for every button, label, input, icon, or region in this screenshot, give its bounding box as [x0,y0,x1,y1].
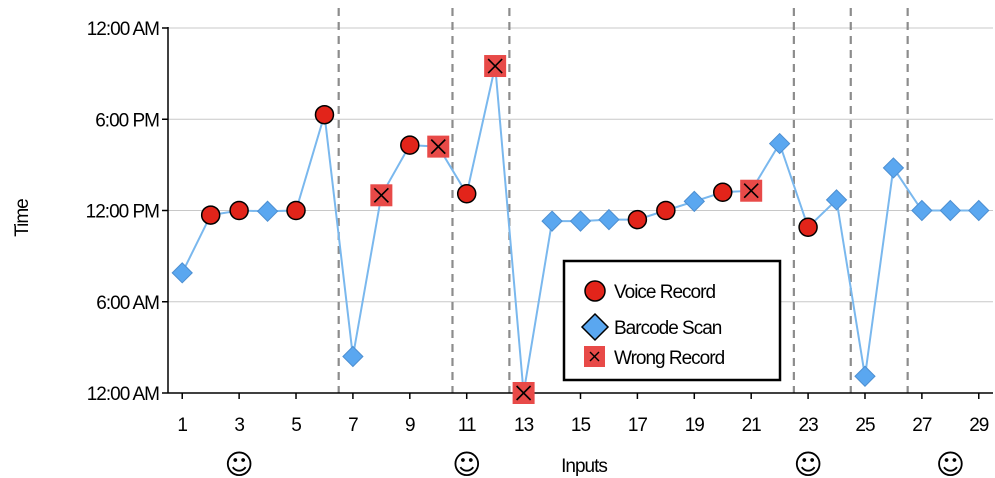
voice-record-point [314,104,335,125]
voice-record-point [798,217,818,237]
smiley-icon: ☺ [793,448,822,478]
barcode-scan-point [541,210,563,232]
y-tick-label: 12:00 PM [86,202,159,223]
x-tick-label: 23 [799,415,819,436]
x-tick-label: 19 [685,415,705,436]
wrong-record-point [484,55,507,78]
y-axis-title: Time [12,199,33,237]
marker-layer [171,55,990,404]
y-tick-label: 12:00 AM [87,384,159,405]
wrong-record-point [740,179,763,202]
x-tick-label: 7 [348,415,358,436]
wrong-record-cross [487,58,503,74]
legend-voice-label: Voice Record [614,282,715,303]
barcode-scan-point [882,157,905,179]
voice-record-point [229,200,249,221]
barcode-scan-point [911,199,933,222]
barcode-scan-point [968,199,990,222]
legend-voice-marker [584,280,606,302]
barcode-scan-point [598,208,620,231]
legend-wrong-marker [584,346,605,367]
wrong-record-cross [516,385,532,401]
barcode-scan-point [256,200,279,222]
x-tick-label: 1 [177,415,187,436]
x-tick-label: 15 [571,415,591,436]
barcode-scan-point [683,190,706,213]
wrong-record-point [427,135,450,158]
wrong-record-cross [373,187,389,203]
barcode-scan-point [171,262,193,284]
smiley-icon: ☺ [936,448,965,478]
x-tick-label: 25 [855,415,875,436]
legend-barcode-marker [580,312,610,342]
y-tick-label: 12:00 AM [87,19,159,40]
x-tick-label: 3 [234,415,244,436]
voice-record-point [286,200,306,221]
voice-record-point [712,182,733,202]
barcode-scan-point [768,132,791,155]
x-tick-label: 21 [742,415,762,436]
voice-record-point [400,135,420,155]
legend-wrong-label: Wrong Record [614,348,725,369]
barcode-scan-point [342,345,364,368]
x-tick-label: 9 [405,415,415,436]
x-axis-title: Inputs [561,456,607,477]
legend: Voice Record Barcode Scan Wrong Record [562,259,782,382]
y-tick-label: 6:00 AM [96,293,159,314]
smiley-icon: ☺ [452,448,481,478]
y-tick-label: 6:00 PM [95,110,159,131]
voice-record-point [656,200,676,221]
voice-record-point [200,205,221,225]
smiley-icon: ☺ [225,448,254,478]
x-tick-label: 29 [969,415,989,436]
x-tick-label: 5 [291,415,301,436]
voice-record-point [627,209,648,230]
barcode-scan-point [939,199,962,222]
voice-record-point [456,184,477,204]
wrong-record-cross [743,183,759,199]
x-tick-label: 13 [514,415,534,436]
barcode-scan-point [854,365,876,387]
legend-barcode-label: Barcode Scan [614,318,722,339]
x-tick-label: 11 [458,415,476,436]
barcode-scan-point [825,189,848,211]
wrong-record-point [370,184,393,207]
wrong-record-cross [430,139,446,155]
barcode-scan-point [569,210,592,232]
axis-layer [162,27,993,399]
wrong-record-point [512,382,535,404]
x-tick-label: 17 [628,415,648,436]
x-tick-label: 27 [912,415,932,436]
